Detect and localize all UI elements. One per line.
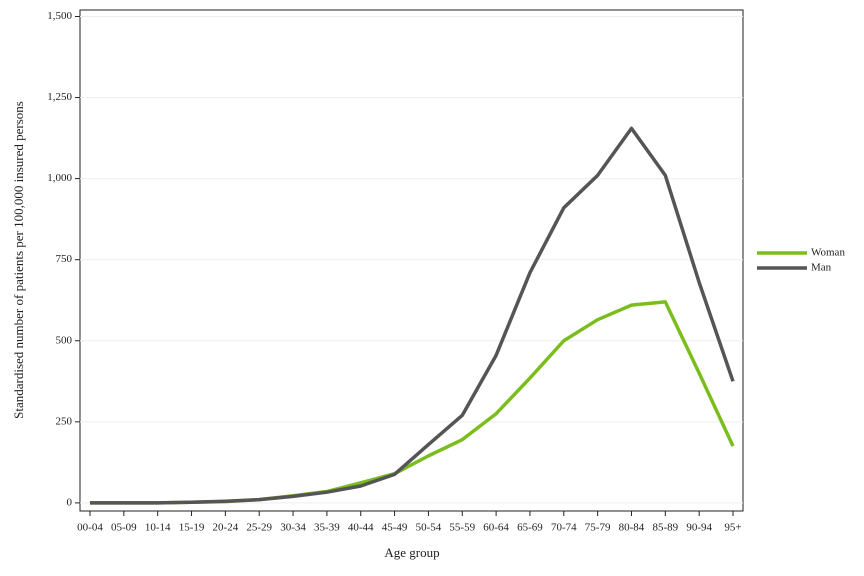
x-tick-label: 00-04 [77, 522, 103, 534]
x-tick-label: 50-54 [416, 522, 442, 534]
x-tick-label: 75-79 [585, 522, 611, 534]
x-tick-label: 30-34 [280, 522, 306, 534]
y-tick-label: 1,500 [47, 10, 72, 22]
x-tick-label: 80-84 [619, 522, 645, 534]
line [90, 300, 735, 505]
x-tick-label: 55-59 [449, 522, 475, 534]
legend-label: Man [811, 262, 832, 274]
x-tick-label: 70-74 [551, 522, 577, 534]
x-tick-label: 15-19 [179, 522, 205, 534]
x-tick-label: 60-64 [483, 522, 509, 534]
x-axis-label: Age group [384, 545, 439, 560]
y-tick-label: 750 [56, 253, 73, 265]
y-tick-label: 1,000 [47, 172, 72, 184]
x-tick-label: 95+ [724, 522, 741, 534]
x-tick-label: 10-14 [145, 522, 171, 534]
y-tick-label: 1,250 [47, 91, 72, 103]
x-tick-label: 40-44 [348, 522, 374, 534]
y-axis-label: Standardised number of patients per 100,… [11, 101, 26, 419]
x-tick-label: 05-09 [111, 522, 137, 534]
line [90, 126, 735, 505]
x-tick-label: 85-89 [652, 522, 678, 534]
x-tick-label: 65-69 [517, 522, 543, 534]
legend-label: Woman [811, 247, 845, 259]
x-tick-label: 90-94 [686, 522, 712, 534]
plot-frame [79, 9, 744, 512]
y-tick-label: 250 [56, 415, 73, 427]
y-tick-label: 0 [67, 496, 73, 508]
x-tick-label: 20-24 [213, 522, 239, 534]
x-tick-label: 35-39 [314, 522, 340, 534]
x-tick-label: 25-29 [246, 522, 272, 534]
y-tick-label: 500 [56, 334, 73, 346]
x-tick-label: 45-49 [382, 522, 408, 534]
